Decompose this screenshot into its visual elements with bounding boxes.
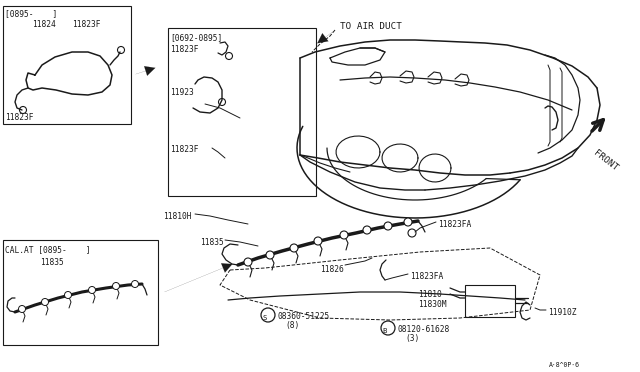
Text: 11923: 11923 <box>170 88 194 97</box>
Text: 11823F: 11823F <box>170 45 198 54</box>
Text: 08120-61628: 08120-61628 <box>398 325 451 334</box>
Text: [0895-    ]: [0895- ] <box>5 9 57 18</box>
Text: 11823FA: 11823FA <box>438 220 471 229</box>
Text: 08360-51225: 08360-51225 <box>278 312 330 321</box>
Circle shape <box>19 305 26 312</box>
Circle shape <box>404 218 412 226</box>
Text: [0692-0895]: [0692-0895] <box>170 33 222 42</box>
Circle shape <box>113 282 120 289</box>
Text: 11823F: 11823F <box>72 20 100 29</box>
Text: 11823FA: 11823FA <box>410 272 444 281</box>
Text: (3): (3) <box>405 334 419 343</box>
Text: CAL.AT [0895-    ]: CAL.AT [0895- ] <box>5 245 90 254</box>
Text: 11830M: 11830M <box>418 300 447 309</box>
Circle shape <box>42 298 49 305</box>
Bar <box>465 285 515 317</box>
Text: A·8^0P·6: A·8^0P·6 <box>549 362 580 368</box>
Text: 11810H: 11810H <box>163 212 191 221</box>
Bar <box>3 240 158 345</box>
Text: 11910Z: 11910Z <box>548 308 577 317</box>
Circle shape <box>340 231 348 239</box>
Text: 11835: 11835 <box>40 258 64 267</box>
Circle shape <box>88 286 95 294</box>
Circle shape <box>384 222 392 230</box>
Text: 11826: 11826 <box>320 265 344 274</box>
Text: B: B <box>383 328 387 334</box>
Text: 11823F: 11823F <box>5 113 33 122</box>
Text: S: S <box>263 315 267 321</box>
Text: 11810: 11810 <box>418 290 442 299</box>
Circle shape <box>266 251 274 259</box>
Text: 11823F: 11823F <box>170 145 198 154</box>
Circle shape <box>363 226 371 234</box>
Bar <box>3 6 131 124</box>
Text: FRONT: FRONT <box>592 148 620 172</box>
Text: (8): (8) <box>285 321 300 330</box>
Text: 11824: 11824 <box>32 20 56 29</box>
Circle shape <box>65 292 72 298</box>
Circle shape <box>131 280 138 288</box>
Bar <box>168 28 316 196</box>
Circle shape <box>314 237 322 245</box>
Text: 11835: 11835 <box>200 238 224 247</box>
Circle shape <box>290 244 298 252</box>
Circle shape <box>244 258 252 266</box>
Text: TO AIR DUCT: TO AIR DUCT <box>340 22 402 31</box>
